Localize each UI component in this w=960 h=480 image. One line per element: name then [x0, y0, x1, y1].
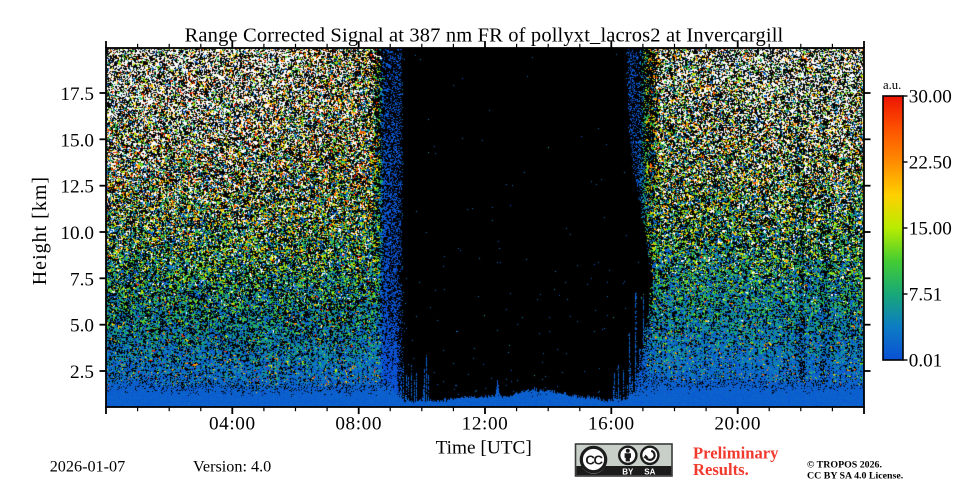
svg-text:SA: SA	[644, 468, 655, 477]
svg-text:0.01: 0.01	[909, 350, 942, 371]
svg-text:7.51: 7.51	[909, 284, 942, 305]
svg-text:15.0: 15.0	[60, 130, 94, 151]
svg-text:a.u.: a.u.	[883, 78, 901, 92]
svg-text:2026-01-07: 2026-01-07	[50, 458, 126, 476]
svg-text:Version: 4.0: Version: 4.0	[193, 458, 271, 476]
svg-text:Height [km]: Height [km]	[29, 176, 51, 285]
svg-text:15.00: 15.00	[909, 218, 952, 239]
svg-text:30.00: 30.00	[909, 86, 952, 107]
svg-text:5.0: 5.0	[70, 316, 94, 337]
svg-text:Time [UTC]: Time [UTC]	[436, 438, 532, 459]
svg-text:CC: CC	[585, 453, 603, 468]
svg-text:BY: BY	[622, 468, 634, 477]
svg-text:Range Corrected Signal at 387: Range Corrected Signal at 387 nm FR of p…	[185, 24, 784, 46]
svg-text:16:00: 16:00	[588, 413, 635, 434]
svg-text:08:00: 08:00	[335, 413, 382, 434]
svg-text:2.5: 2.5	[70, 362, 94, 383]
svg-text:Results.: Results.	[693, 460, 749, 479]
svg-text:Preliminary: Preliminary	[693, 444, 779, 463]
svg-text:CC BY SA 4.0 License.: CC BY SA 4.0 License.	[807, 471, 904, 480]
svg-text:04:00: 04:00	[209, 413, 256, 434]
svg-text:20:00: 20:00	[714, 413, 761, 434]
svg-text:22.50: 22.50	[909, 152, 952, 173]
svg-text:7.5: 7.5	[70, 269, 94, 290]
svg-text:12:00: 12:00	[462, 413, 509, 434]
svg-text:12.5: 12.5	[60, 177, 94, 198]
svg-text:© TROPOS 2026.: © TROPOS 2026.	[807, 460, 882, 471]
svg-text:17.5: 17.5	[60, 84, 94, 105]
svg-text:10.0: 10.0	[60, 223, 94, 244]
